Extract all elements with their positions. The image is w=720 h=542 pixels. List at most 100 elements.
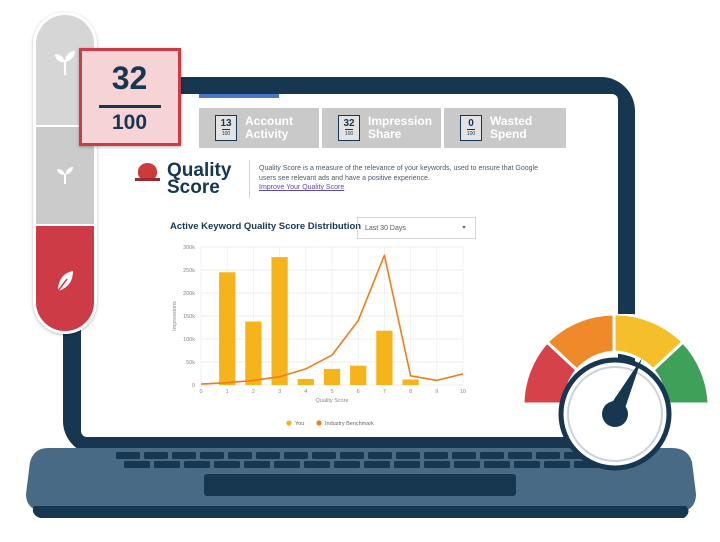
bar-you — [297, 379, 314, 385]
bar-you — [350, 365, 367, 385]
keyboard-key — [312, 452, 336, 459]
bar-you — [219, 272, 236, 385]
y-tick-label: 200k — [183, 291, 195, 297]
title-divider — [249, 160, 250, 198]
tab-impression-share[interactable]: 32 100 Impression Share — [322, 108, 444, 148]
keyboard-key — [544, 461, 570, 468]
keyboard-key — [244, 461, 270, 468]
trackpad — [204, 474, 516, 496]
indicator-border — [33, 12, 97, 334]
keyboard-key — [536, 452, 560, 459]
x-tick-label: 3 — [278, 389, 281, 395]
bar-you — [402, 379, 419, 385]
keyboard-key — [340, 452, 364, 459]
score-value: 32 — [111, 60, 148, 96]
keyboard-key — [172, 452, 196, 459]
y-tick-label: 100k — [183, 337, 195, 343]
x-tick-label: 10 — [460, 389, 466, 395]
y-tick-label: 0 — [192, 383, 195, 389]
improve-quality-score-link[interactable]: Improve Your Quality Score — [259, 184, 345, 191]
keyboard-key — [184, 461, 210, 468]
speedometer-gauge-icon — [521, 314, 711, 471]
keyboard-key — [154, 461, 180, 468]
metric-tabs: 13 100 Account Activity 32 100 Impressio… — [199, 108, 566, 148]
line-industry-benchmark — [200, 254, 464, 385]
x-tick-label: 4 — [304, 389, 307, 395]
keyboard-key — [364, 461, 390, 468]
tab-score-value: 32 — [343, 118, 355, 129]
keyboard-key — [368, 452, 392, 459]
tab-account-activity[interactable]: 13 100 Account Activity — [199, 108, 322, 148]
tab-label: Impression Share — [368, 115, 432, 141]
x-tick-label: 2 — [252, 389, 255, 395]
keyboard-key — [228, 452, 252, 459]
gauge-needle-hub — [602, 401, 628, 427]
y-axis-label: Impressions — [172, 301, 178, 331]
tab-label: Wasted Spend — [490, 115, 532, 141]
tab-score-denominator: 100 — [466, 129, 476, 137]
bar-you — [376, 330, 393, 385]
keyboard-key — [124, 461, 150, 468]
plant-sprout-icon — [55, 51, 75, 75]
tab-score-box: 0 100 — [460, 115, 482, 141]
bar-you — [323, 368, 341, 385]
keyboard-key — [508, 452, 532, 459]
leaf-icon — [57, 271, 73, 292]
chevron-down-icon — [462, 226, 466, 229]
x-tick-label: 5 — [330, 389, 333, 395]
y-tick-label: 300k — [183, 245, 195, 251]
laptop-bottom-edge — [32, 506, 689, 518]
keyboard-key — [424, 452, 448, 459]
tab-label-line2: Share — [368, 127, 402, 141]
tab-label-line2: Activity — [245, 127, 289, 141]
tab-label-line2: Spend — [490, 127, 527, 141]
tab-label-line1: Wasted — [490, 114, 533, 128]
laptop-base — [26, 448, 696, 518]
tab-score-denominator: 100 — [344, 129, 354, 137]
bar-you — [245, 321, 262, 385]
keyboard-keys — [116, 452, 600, 468]
bar-you — [271, 257, 288, 385]
date-range-select[interactable]: Last 30 Days — [357, 217, 476, 239]
y-tick-label: 250k — [183, 268, 195, 274]
legend-label: Industry Benchmark — [325, 421, 374, 427]
tab-score-value: 0 — [468, 118, 474, 129]
tab-label-line1: Impression — [368, 114, 433, 128]
keyboard-key — [200, 452, 224, 459]
keyboard-key — [214, 461, 240, 468]
x-tick-label: 7 — [383, 389, 386, 395]
tab-wasted-spend[interactable]: 0 100 Wasted Spend — [444, 108, 566, 148]
x-axis-label: Quality Score — [315, 398, 348, 404]
legend-label: You — [295, 421, 304, 427]
tab-label-line1: Account — [245, 114, 293, 128]
x-tick-label: 9 — [435, 389, 438, 395]
date-range-value: Last 30 Days — [365, 225, 406, 232]
keyboard-key — [514, 461, 540, 468]
score-denominator: 100 — [111, 111, 148, 134]
quality-score-card: 32 100 — [79, 48, 181, 146]
keyboard-key — [454, 461, 480, 468]
quality-score-description: Quality Score is a measure of the releva… — [259, 165, 538, 182]
tab-score-denominator: 100 — [221, 129, 231, 137]
keyboard-key — [396, 452, 420, 459]
page-title: Quality Score — [167, 160, 247, 197]
keyboard-key — [144, 452, 168, 459]
keyboard-key — [304, 461, 330, 468]
tab-score-box: 32 100 — [338, 115, 360, 141]
keyboard-key — [452, 452, 476, 459]
chart-title: Active Keyword Quality Score Distributio… — [170, 221, 362, 232]
keyboard-key — [274, 461, 300, 468]
x-tick-label: 6 — [357, 389, 360, 395]
tab-score-box: 13 100 — [215, 115, 237, 141]
keyboard-key — [284, 452, 308, 459]
keyboard-key — [334, 461, 360, 468]
x-tick-label: 8 — [409, 389, 412, 395]
x-tick-label: 0 — [199, 389, 202, 395]
keyboard-key — [484, 461, 510, 468]
plant-sprout-icon — [57, 167, 73, 184]
tab-score-value: 13 — [220, 118, 232, 129]
quality-score-chart: 0 50k 100k 150k 200k 250k 300k 0 1 2 3 4 5 6 7 8 9 10 Impr… — [172, 245, 466, 427]
keyboard-key — [256, 452, 280, 459]
screen-accent-line — [199, 94, 279, 98]
page-title-line1: Quality — [167, 160, 232, 181]
